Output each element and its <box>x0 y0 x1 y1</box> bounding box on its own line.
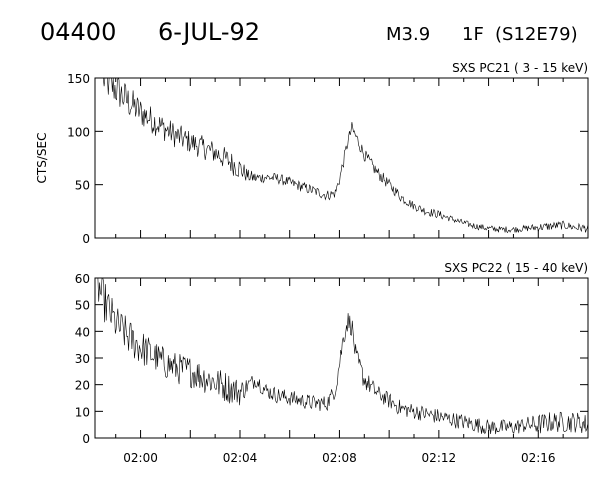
event-id: 04400 <box>40 18 116 46</box>
series-line-pc22 <box>97 277 588 435</box>
flare-location: (S12E79) <box>495 24 578 45</box>
x-axis-pc22: 02:00 02:04 02:08 02:12 02:16 <box>115 278 589 465</box>
y-tick-label: 40 <box>75 325 90 339</box>
event-date: 6-JUL-92 <box>158 18 260 46</box>
y-axis-pc22: 0 10 20 30 40 50 60 <box>75 272 588 446</box>
x-tick-label: 02:16 <box>521 451 556 465</box>
x-tick-label: 02:00 <box>123 451 158 465</box>
y-tick-label: 50 <box>75 299 90 313</box>
goes-class: M3.9 <box>386 24 430 45</box>
x-tick-label: 02:08 <box>322 451 357 465</box>
plot-frame-pc21 <box>94 77 589 239</box>
x-tick-label: 02:12 <box>422 451 457 465</box>
y-tick-label: 30 <box>75 352 90 366</box>
y-tick-label: 150 <box>67 72 90 86</box>
y-tick-label: 50 <box>75 179 90 193</box>
channel-label-pc21: SXS PC21 ( 3 - 15 keV) <box>452 61 588 75</box>
x-tick-label: 02:04 <box>223 451 258 465</box>
y-tick-label: 20 <box>75 379 90 393</box>
plot-frame-pc22 <box>94 277 589 439</box>
y-tick-label: 0 <box>82 432 90 446</box>
y-tick-label: 0 <box>82 232 90 246</box>
x-axis-pc21 <box>115 78 589 238</box>
panel-pc22: SXS PC22 ( 15 - 40 keV) 0 10 20 30 40 50 60 02… <box>75 261 589 465</box>
y-tick-label: 10 <box>75 405 90 419</box>
y-axis-label: CTS/SEC <box>35 133 49 184</box>
panel-pc21: SXS PC21 ( 3 - 15 keV) 0 50 100 150 CTS/SEC <box>35 61 589 246</box>
y-tick-label: 60 <box>75 272 90 286</box>
series-line-pc21 <box>103 77 589 234</box>
y-axis-pc21: 0 50 100 150 <box>67 72 588 246</box>
y-tick-label: 100 <box>67 125 90 139</box>
optical-class: 1F <box>462 24 484 45</box>
channel-label-pc22: SXS PC22 ( 15 - 40 keV) <box>444 261 588 275</box>
